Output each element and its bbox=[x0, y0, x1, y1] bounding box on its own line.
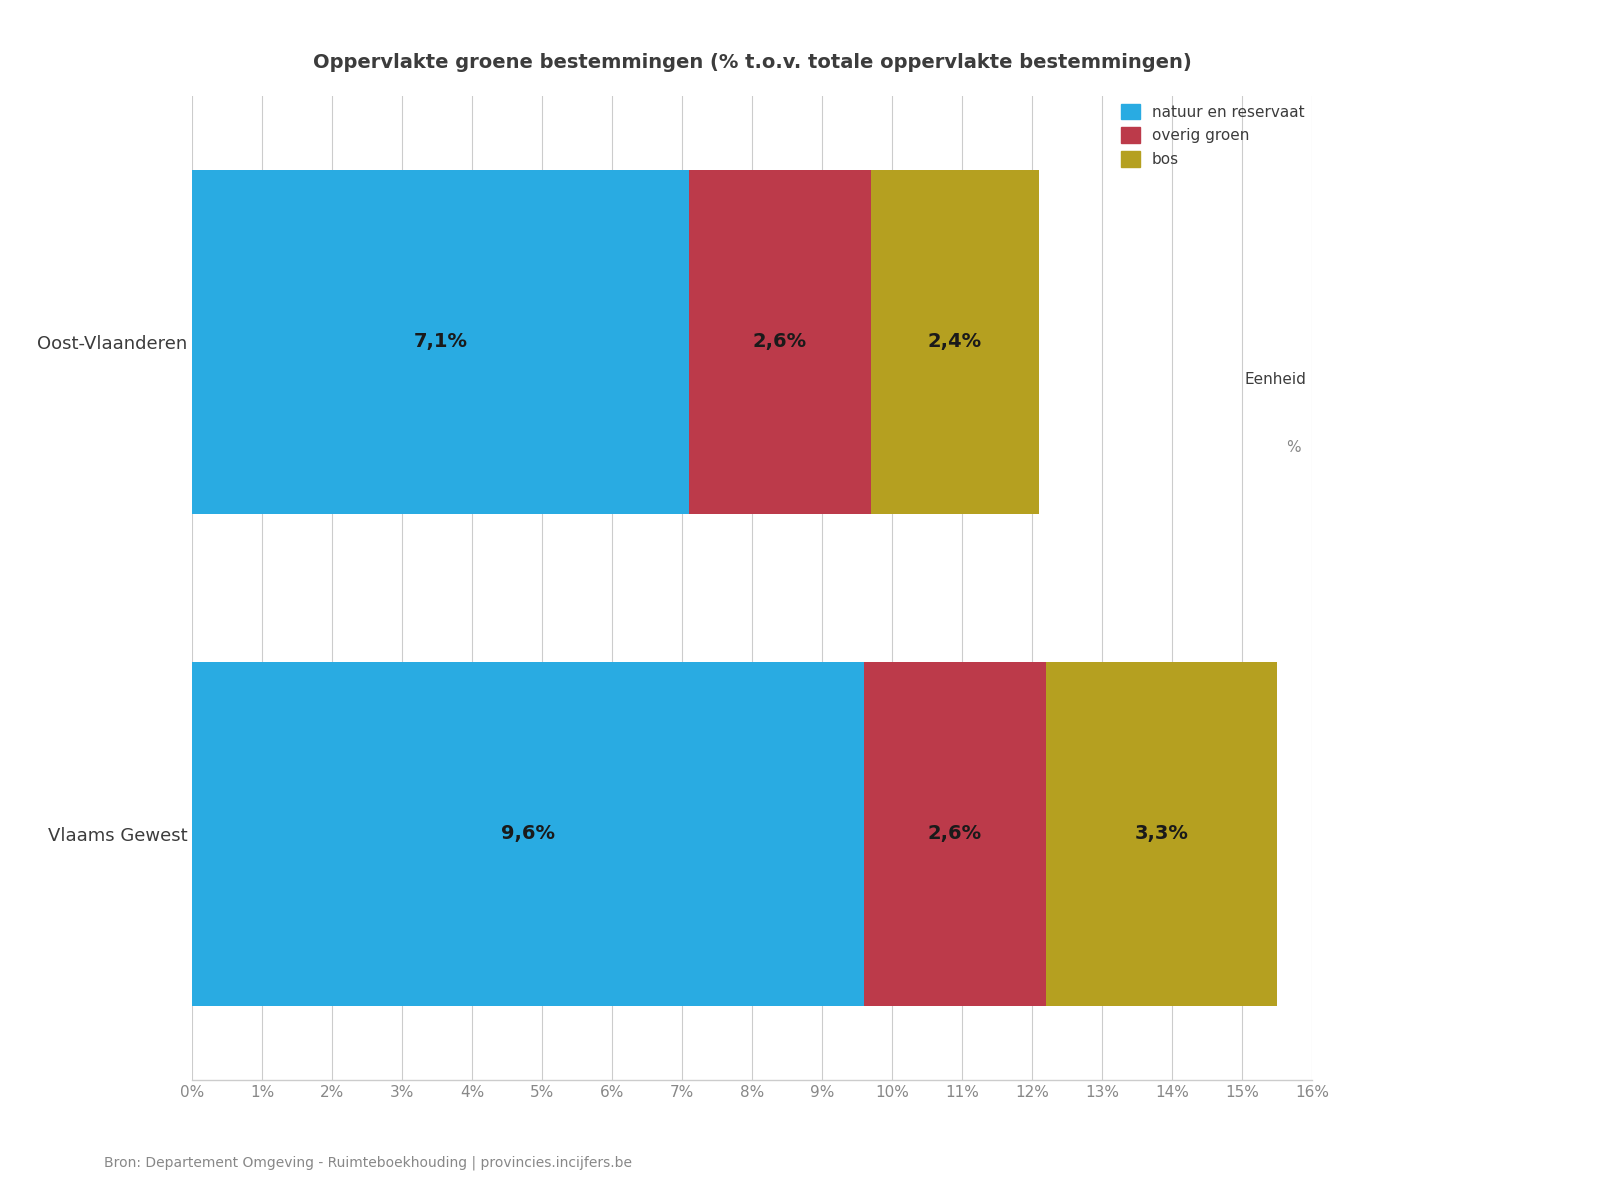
Bar bbox=[870, 169, 1038, 514]
Bar bbox=[192, 169, 690, 514]
Text: 2,6%: 2,6% bbox=[928, 824, 982, 844]
Title: Oppervlakte groene bestemmingen (% t.o.v. totale oppervlakte bestemmingen): Oppervlakte groene bestemmingen (% t.o.v… bbox=[312, 53, 1192, 72]
Text: %: % bbox=[1286, 440, 1301, 455]
Bar bbox=[690, 169, 870, 514]
Text: 3,3%: 3,3% bbox=[1134, 824, 1189, 844]
Bar bbox=[1046, 661, 1277, 1006]
Text: Eenheid: Eenheid bbox=[1245, 372, 1307, 386]
Text: 9,6%: 9,6% bbox=[501, 824, 555, 844]
Bar bbox=[192, 661, 864, 1006]
Text: 2,4%: 2,4% bbox=[928, 332, 982, 352]
Legend: natuur en reservaat, overig groen, bos: natuur en reservaat, overig groen, bos bbox=[1122, 103, 1304, 167]
Bar bbox=[864, 661, 1046, 1006]
Text: 2,6%: 2,6% bbox=[754, 332, 806, 352]
Text: 7,1%: 7,1% bbox=[413, 332, 467, 352]
Text: Bron: Departement Omgeving - Ruimteboekhouding | provincies.incijfers.be: Bron: Departement Omgeving - Ruimteboekh… bbox=[104, 1156, 632, 1170]
